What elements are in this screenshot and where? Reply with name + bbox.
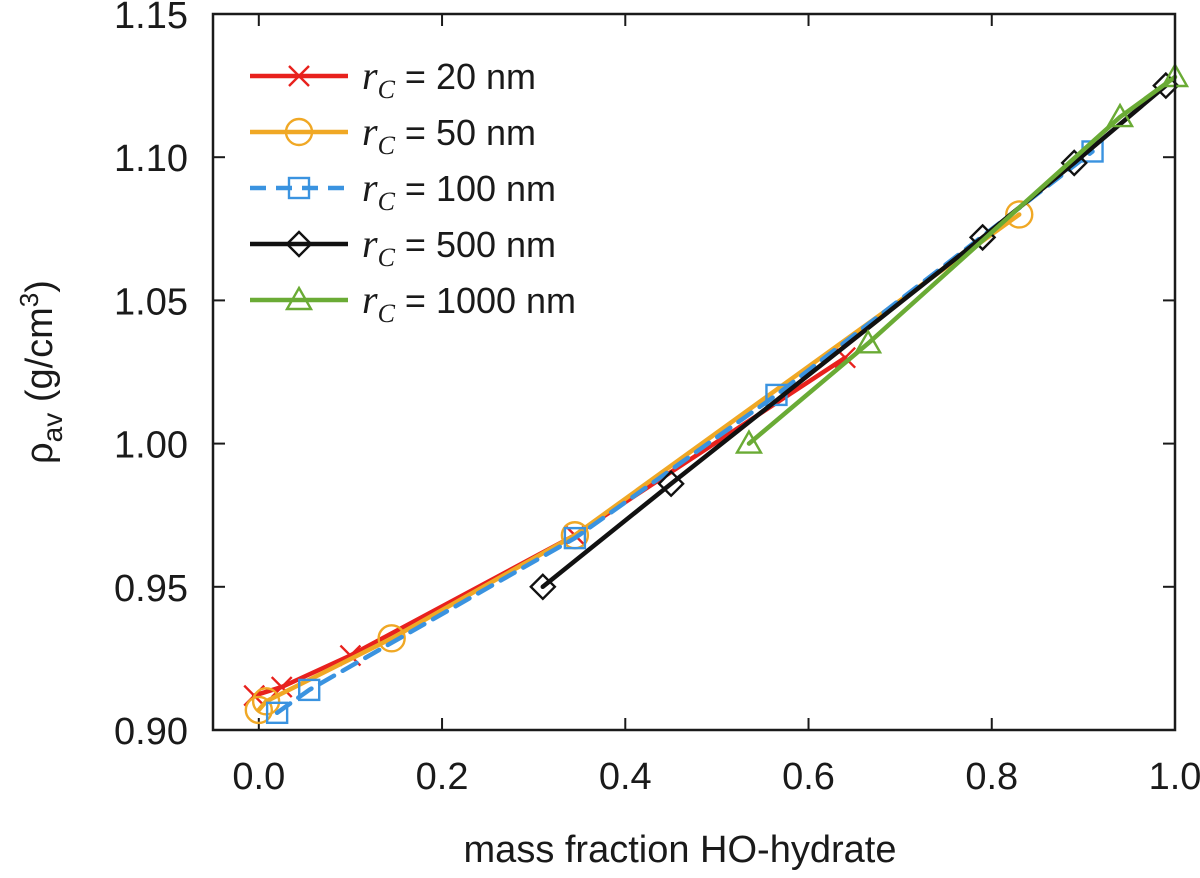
y-tick-label: 1.15 — [114, 0, 188, 37]
y-axis-label-subscript: av — [37, 413, 68, 443]
y-tick-labels: 0.90 0.95 1.00 1.05 1.10 1.15 — [114, 0, 188, 753]
legend-label: rC = 50 nm — [362, 109, 536, 160]
x-tick-label: 0.4 — [599, 756, 652, 798]
legend-item: rC = 20 nm — [250, 53, 536, 104]
legend-marker — [284, 117, 314, 147]
x-tick-label: 1.0 — [1149, 756, 1200, 798]
legend-marker — [287, 176, 311, 200]
x-tick-label: 0.6 — [782, 756, 835, 798]
series-layer — [243, 62, 1190, 725]
series-line — [256, 212, 1022, 713]
data-point — [1060, 149, 1088, 177]
legend-item: rC = 50 nm — [250, 109, 536, 160]
y-axis-label-unit-sup: 3 — [14, 293, 44, 307]
legend-symbol: r — [362, 109, 378, 154]
legend-item: rC = 1000 nm — [250, 277, 576, 328]
legend-symbol: r — [362, 165, 378, 210]
legend-text: = 1000 nm — [405, 280, 576, 321]
data-point — [734, 429, 764, 454]
data-point — [270, 676, 293, 698]
y-axis-label-symbol: ρ — [19, 442, 61, 464]
legend-marker — [284, 285, 314, 311]
legend-symbol: r — [362, 53, 378, 98]
y-tick-label: 1.00 — [114, 425, 188, 467]
series-line — [540, 83, 1169, 590]
data-point — [854, 328, 883, 354]
legend-item: rC = 100 nm — [250, 165, 556, 216]
legend-text: = 500 nm — [405, 224, 556, 265]
legend-subscript: C — [378, 131, 396, 160]
y-tick-label: 1.05 — [114, 281, 188, 323]
legend-marker — [285, 230, 313, 258]
legend-subscript: C — [378, 299, 396, 328]
data-point — [1105, 102, 1135, 128]
x-tick-label: 0.2 — [416, 756, 469, 798]
data-point — [563, 526, 587, 550]
x-axis-label: mass fraction HO-hydrate — [464, 829, 897, 871]
legend-item: rC = 500 nm — [250, 221, 556, 272]
series-line — [746, 74, 1178, 446]
data-point — [377, 624, 406, 653]
y-axis-label-unit: (g/cm — [19, 307, 61, 413]
y-tick-label: 1.10 — [114, 138, 188, 180]
data-point — [529, 573, 557, 601]
data-point — [1005, 200, 1034, 229]
data-point — [265, 701, 289, 725]
x-tick-labels: 0.0 0.2 0.4 0.6 0.8 1.0 — [232, 756, 1200, 798]
legend-subscript: C — [378, 187, 396, 216]
series-1 — [244, 200, 1034, 725]
legend-label: rC = 100 nm — [362, 165, 556, 216]
y-axis-label: ρav (g/cm3) — [14, 280, 68, 464]
legend-label: rC = 1000 nm — [362, 277, 576, 328]
legend-text: = 20 nm — [405, 56, 536, 97]
y-tick-label: 0.90 — [114, 711, 188, 753]
legend-label: rC = 500 nm — [362, 221, 556, 272]
y-tick-label: 0.95 — [114, 568, 188, 610]
legend-subscript: C — [378, 243, 396, 272]
y-axis-label-unit-end: ) — [19, 280, 61, 293]
data-point — [657, 469, 685, 498]
series-4 — [734, 62, 1190, 454]
legend-label: rC = 20 nm — [362, 53, 536, 104]
legend-text: = 100 nm — [405, 168, 556, 209]
data-point — [298, 678, 321, 702]
x-tick-label: 0.8 — [965, 756, 1018, 798]
legend-symbol: r — [362, 277, 378, 322]
x-tick-label: 0.0 — [232, 756, 285, 798]
plot-frame — [211, 12, 1177, 732]
legend-subscript: C — [378, 75, 396, 104]
legend-symbol: r — [362, 221, 378, 266]
legend-text: = 50 nm — [405, 112, 536, 153]
series-2 — [265, 140, 1104, 725]
legend-marker — [288, 65, 310, 87]
data-point — [244, 695, 274, 725]
